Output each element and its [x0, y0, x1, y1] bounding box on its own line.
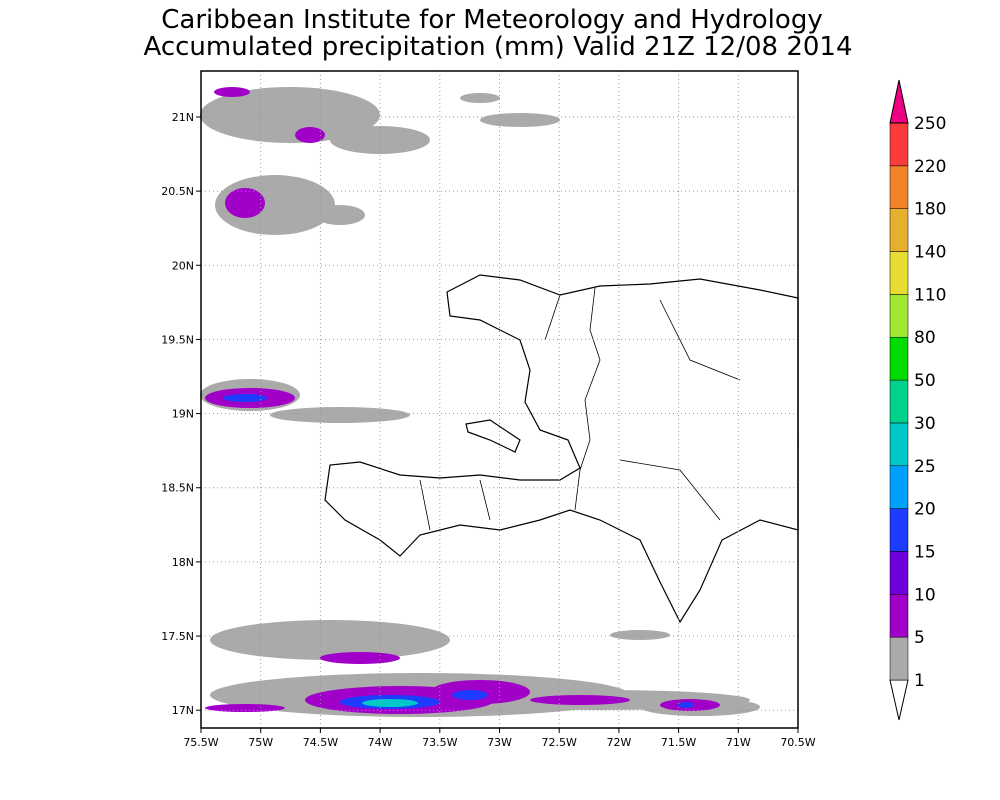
colorbar-triangle — [889, 679, 909, 721]
precip-25mm — [362, 699, 418, 707]
y-tick-label: 20.5N — [161, 185, 194, 198]
x-tick-label: 71W — [726, 736, 751, 749]
x-tick-label: 70.5W — [780, 736, 815, 749]
colorbar-segment — [889, 294, 909, 338]
x-tick-label: 75W — [248, 736, 273, 749]
x-tick-label: 73W — [487, 736, 512, 749]
island — [465, 419, 521, 453]
y-tick-label: 21N — [172, 111, 194, 124]
colorbar-segment — [889, 594, 909, 638]
x-tick-label: 72.5W — [542, 736, 577, 749]
y-tick-label: 19N — [172, 408, 194, 421]
x-tick-label: 71.5W — [661, 736, 696, 749]
colorbar-segment — [889, 551, 909, 595]
y-tick-label: 19.5N — [161, 333, 194, 346]
colorbar-label: 180 — [914, 200, 946, 220]
y-tick-label: 17.5N — [161, 630, 194, 643]
coastline — [324, 274, 799, 624]
title-line: Caribbean Institute for Meteorology and … — [161, 5, 822, 35]
colorbar-label: 25 — [914, 457, 936, 477]
y-tick-label: 20N — [172, 259, 194, 272]
colorbar-segment — [889, 379, 909, 424]
colorbar-segment — [889, 251, 909, 295]
colorbar-segment — [889, 422, 909, 467]
colorbar-label: 140 — [914, 243, 946, 263]
colorbar-triangle — [889, 79, 909, 124]
colorbar-label: 10 — [914, 585, 936, 605]
map-area — [200, 70, 799, 729]
colorbar-label: 5 — [914, 628, 925, 648]
colorbar-segment — [889, 636, 909, 681]
colorbar-label: 220 — [914, 157, 946, 177]
title-line: Accumulated precipitation (mm) Valid 21Z… — [143, 32, 852, 62]
x-tick-label: 72W — [606, 736, 631, 749]
colorbar-label: 50 — [914, 371, 936, 391]
x-tick-label: 74.5W — [303, 736, 338, 749]
colorbar-label: 110 — [914, 285, 946, 305]
colorbar-label: 20 — [914, 500, 936, 520]
borders — [419, 287, 741, 531]
y-tick-label: 18.5N — [161, 482, 194, 495]
colorbar-label: 1 — [914, 671, 925, 691]
colorbar-segment — [889, 208, 909, 252]
colorbar-segment — [889, 122, 909, 167]
colorbar-segment — [889, 465, 909, 509]
x-tick-label: 75.5W — [183, 736, 218, 749]
y-tick-label: 17N — [172, 704, 194, 717]
colorbar-label: 250 — [914, 114, 946, 134]
colorbar-segment — [889, 336, 909, 381]
colorbar-label: 80 — [914, 328, 936, 348]
colorbar-label: 15 — [914, 542, 936, 562]
colorbar-segment — [889, 508, 909, 552]
colorbar-segment — [889, 165, 909, 209]
x-tick-label: 73.5W — [422, 736, 457, 749]
y-tick-label: 18N — [172, 556, 194, 569]
x-tick-label: 74W — [368, 736, 393, 749]
colorbar-label: 30 — [914, 414, 936, 434]
